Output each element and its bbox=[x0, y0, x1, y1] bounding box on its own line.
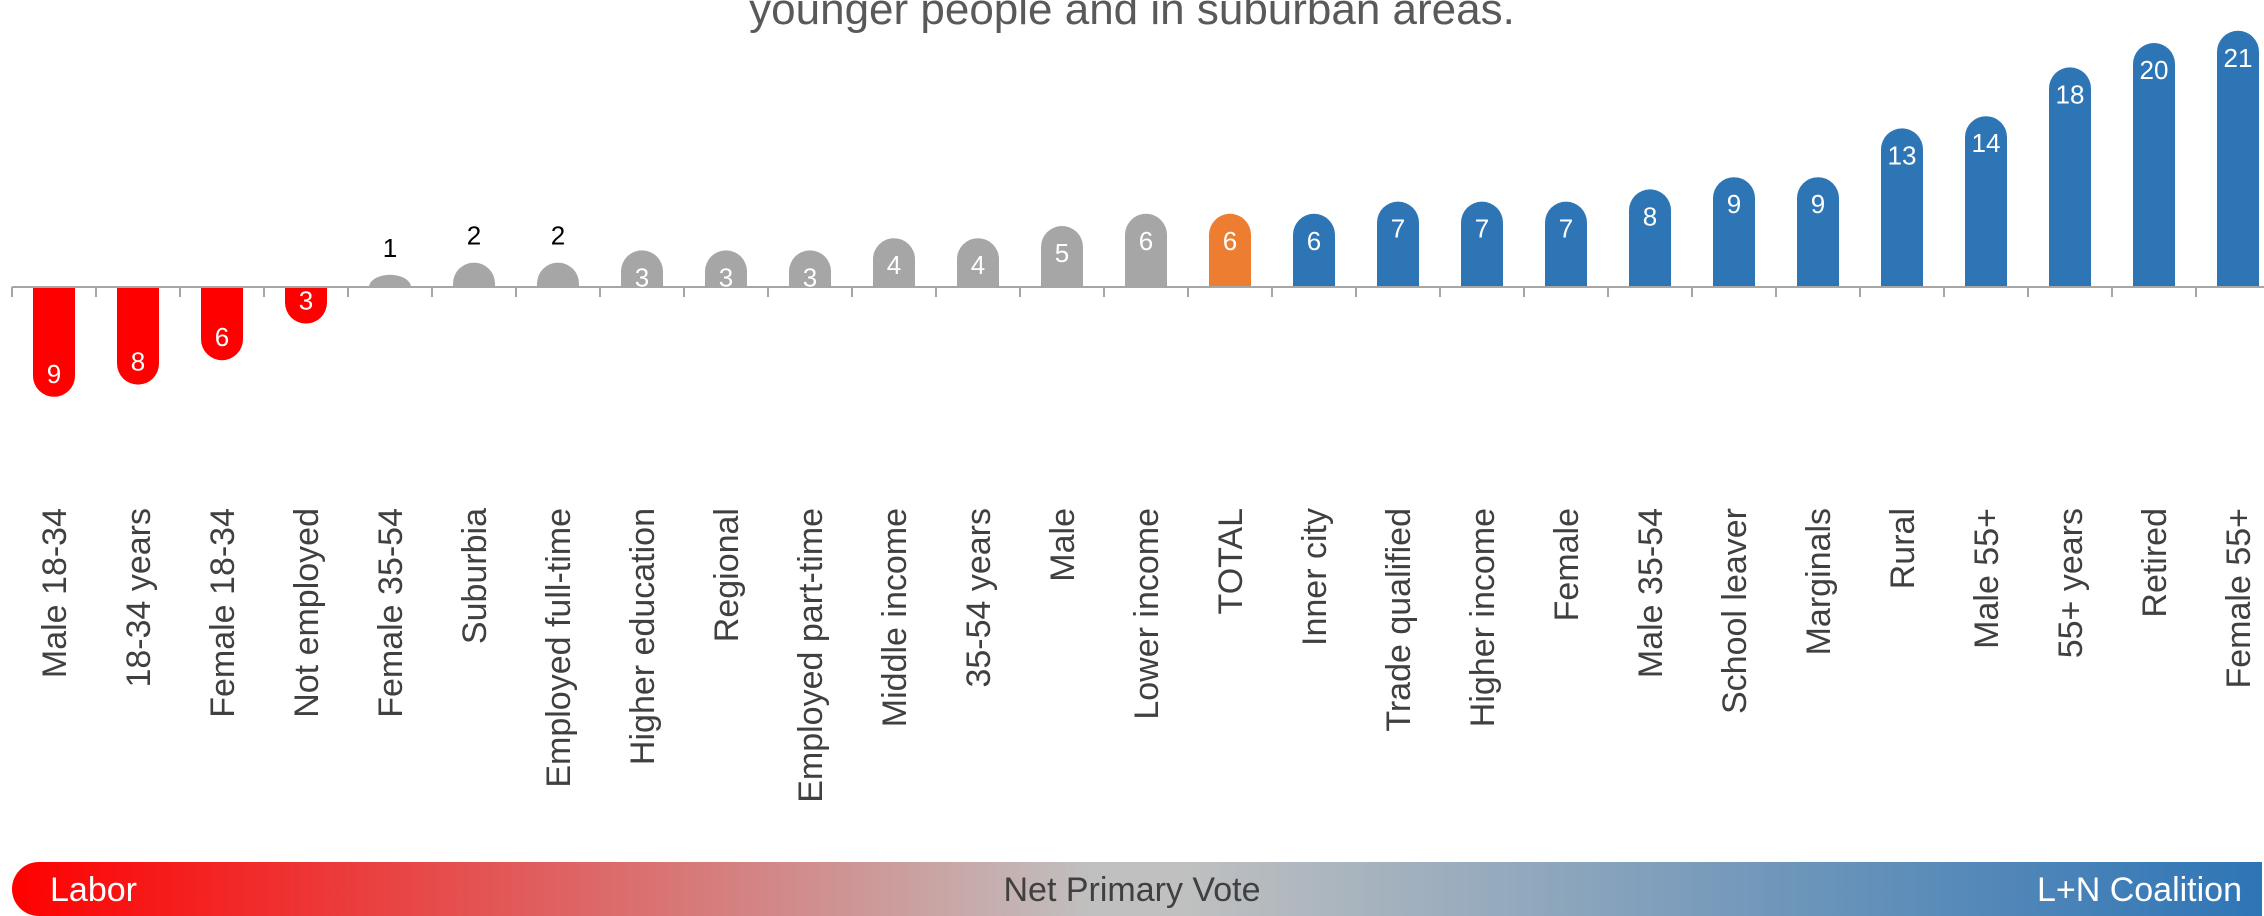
value-label: 8 bbox=[1643, 201, 1657, 231]
bar bbox=[1629, 189, 1671, 287]
bar bbox=[537, 262, 579, 287]
value-label: 9 bbox=[1811, 189, 1825, 219]
value-label: 5 bbox=[1055, 238, 1069, 268]
value-label: 2 bbox=[467, 221, 481, 251]
category-label: Employed part-time bbox=[792, 508, 830, 803]
bar bbox=[285, 287, 327, 324]
bar bbox=[873, 238, 915, 287]
category-label: Male 35-54 bbox=[1632, 508, 1670, 678]
category-label: 18-34 years bbox=[120, 508, 158, 688]
category-label: Retired bbox=[2136, 508, 2174, 618]
category-label: Male 18-34 bbox=[36, 508, 74, 678]
value-label: 14 bbox=[1972, 128, 2001, 158]
bar bbox=[1545, 201, 1587, 287]
bar bbox=[957, 238, 999, 287]
value-label: 6 bbox=[1223, 226, 1237, 256]
net-vote-gradient-legend bbox=[12, 862, 2262, 916]
bar bbox=[453, 262, 495, 287]
bar bbox=[1965, 116, 2007, 287]
value-label: 3 bbox=[299, 286, 313, 316]
category-label: Not employed bbox=[288, 508, 326, 718]
bar bbox=[1713, 177, 1755, 287]
bar bbox=[621, 250, 663, 287]
category-label: Higher income bbox=[1464, 508, 1502, 727]
bar bbox=[117, 287, 159, 385]
bar bbox=[1461, 201, 1503, 287]
category-label: Higher education bbox=[624, 508, 662, 765]
category-label: Female bbox=[1548, 508, 1586, 621]
bar-chart: 9 8 6 3 1 2 2 3 3 3 4 4 5 6 6 6 7 7 7 8 9 9 13 14 18 20 21 Male 18… bbox=[11, 30, 2264, 803]
value-label: 7 bbox=[1475, 214, 1489, 244]
bar bbox=[1209, 213, 1251, 287]
value-labels-group: 9 8 6 3 1 2 2 3 3 3 4 4 5 6 6 6 7 7 7 8 9 9 13 14 18 20 21 bbox=[47, 43, 2253, 389]
category-label: Marginals bbox=[1800, 508, 1838, 655]
bar bbox=[33, 287, 75, 397]
bar bbox=[1881, 128, 1923, 287]
value-label: 18 bbox=[2056, 79, 2085, 109]
value-label: 6 bbox=[215, 322, 229, 352]
legend-label-labor: Labor bbox=[50, 871, 137, 909]
chart-title: younger people and in suburban areas. bbox=[749, 0, 1515, 34]
value-label: 2 bbox=[551, 221, 565, 251]
value-label: 8 bbox=[131, 347, 145, 377]
bar bbox=[201, 287, 243, 361]
category-label: Female 18-34 bbox=[204, 508, 242, 718]
category-label: School leaver bbox=[1716, 508, 1754, 714]
value-label: 7 bbox=[1559, 214, 1573, 244]
category-label: Lower income bbox=[1128, 508, 1166, 720]
category-label: Male 55+ bbox=[1968, 508, 2006, 649]
category-label: Suburbia bbox=[456, 508, 494, 644]
legend-label-coalition: L+N Coalition bbox=[2036, 871, 2242, 909]
value-label: 1 bbox=[383, 233, 397, 263]
bar bbox=[1125, 213, 1167, 287]
category-label: Middle income bbox=[876, 508, 914, 727]
bar bbox=[789, 250, 831, 287]
value-label: 3 bbox=[719, 262, 733, 292]
bar bbox=[1797, 177, 1839, 287]
value-label: 3 bbox=[803, 262, 817, 292]
bar bbox=[2217, 30, 2259, 288]
category-label: 55+ years bbox=[2052, 508, 2090, 658]
category-label: Employed full-time bbox=[540, 508, 578, 788]
category-label: Inner city bbox=[1296, 508, 1334, 646]
bar bbox=[1293, 213, 1335, 287]
value-label: 13 bbox=[1888, 140, 1917, 170]
value-label: 4 bbox=[887, 250, 901, 280]
category-label: Regional bbox=[708, 508, 746, 642]
ticks-group bbox=[11, 287, 2197, 297]
category-label: TOTAL bbox=[1212, 508, 1250, 614]
category-label: Female 55+ bbox=[2220, 508, 2258, 689]
bar bbox=[705, 250, 747, 287]
value-label: 7 bbox=[1391, 214, 1405, 244]
category-labels-group: Male 18-34 18-34 years Female 18-34 Not emp… bbox=[36, 508, 2258, 803]
category-label: 35-54 years bbox=[960, 508, 998, 688]
value-label: 21 bbox=[2224, 43, 2253, 73]
category-label: Trade qualified bbox=[1380, 508, 1418, 732]
value-label: 20 bbox=[2140, 55, 2169, 85]
value-label: 6 bbox=[1307, 226, 1321, 256]
value-label: 9 bbox=[1727, 189, 1741, 219]
value-label: 3 bbox=[635, 262, 649, 292]
value-label: 9 bbox=[47, 359, 61, 389]
value-label: 6 bbox=[1139, 226, 1153, 256]
bars-group bbox=[33, 30, 2259, 397]
bar bbox=[1377, 201, 1419, 287]
bar bbox=[1041, 226, 1083, 287]
bar bbox=[369, 274, 411, 287]
value-label: 4 bbox=[971, 250, 985, 280]
bar bbox=[2133, 43, 2175, 287]
bar bbox=[2049, 67, 2091, 287]
legend-label-net-primary-vote: Net Primary Vote bbox=[1003, 871, 1261, 909]
category-label: Male bbox=[1044, 508, 1082, 582]
category-label: Female 35-54 bbox=[372, 508, 410, 718]
category-label: Rural bbox=[1884, 508, 1922, 589]
